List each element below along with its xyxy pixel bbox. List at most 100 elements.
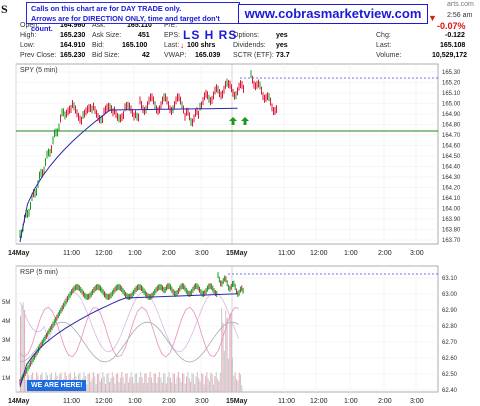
volume-bar (226, 317, 228, 392)
volume-bar (223, 350, 225, 392)
field-options: Options: (233, 32, 260, 39)
volume-bar (132, 377, 134, 392)
volume-bar (136, 373, 138, 392)
volume-bar (171, 382, 173, 392)
volume-bar (125, 373, 127, 392)
y-tick-label: 164.90 (442, 112, 461, 118)
volume-bar (140, 372, 142, 392)
volume-tick-label: 4M (2, 319, 10, 325)
field-options-value: yes (276, 32, 288, 39)
y-tick-label: 62.40 (442, 388, 458, 394)
volume-bar (215, 372, 217, 392)
volume-bar (138, 377, 140, 392)
volume-bar (188, 378, 190, 392)
volume-bar (122, 376, 124, 392)
x-tick-label: 1:00 (128, 398, 142, 405)
volume-bar (150, 377, 152, 392)
field-vwap: VWAP: (164, 52, 187, 59)
site-banner[interactable]: www.cobrasmarketview.com (238, 4, 428, 24)
y-tick-label: 164.10 (442, 196, 461, 202)
spy-price-chart: 165.30 165.20 165.10 165.00 164.90 164.80 164.… (8, 63, 461, 257)
volume-bar (198, 378, 200, 392)
volume-bar (110, 377, 112, 392)
volume-bar (113, 376, 115, 392)
field-ask-size: Ask Size: (92, 32, 122, 39)
volume-bar (202, 374, 204, 392)
rsp-indicator-line (19, 306, 239, 358)
volume-tick-label: 3M (2, 338, 10, 344)
volume-bar (111, 372, 113, 392)
field-eps: EPS: (164, 32, 180, 39)
price-plot-frame (15, 63, 439, 245)
volume-bar (107, 373, 109, 392)
change-percent: -0.07% (437, 21, 466, 31)
volume-bar (119, 377, 121, 392)
volume-bar (133, 383, 135, 392)
y-tick-label: 163.80 (442, 228, 461, 234)
volume-bar (172, 373, 174, 392)
y-tick-label: 164.20 (442, 186, 461, 192)
field-last-shrs-value: 100 shrs (187, 42, 216, 49)
x-tick-label: 12:00 (310, 250, 328, 257)
volume-bar (25, 379, 27, 392)
down-triangle-icon: ▼ (428, 13, 437, 23)
y-tick-label: 163.70 (442, 238, 461, 244)
volume-bar (87, 374, 89, 392)
volume-bar (229, 313, 231, 392)
volume-bar (165, 383, 167, 392)
volume-bar (207, 378, 209, 392)
x-tick-label: 3:00 (195, 398, 209, 405)
y-tick-label: 165.10 (442, 91, 461, 97)
volume-bar (128, 382, 129, 392)
field-low: Low: (20, 42, 35, 49)
volume-bar (160, 377, 162, 392)
volume-bar (88, 372, 90, 392)
volume-bar (199, 381, 201, 392)
field-last-value: 165.108 (440, 42, 466, 49)
volume-bar (177, 372, 179, 392)
price-grid (15, 64, 438, 244)
volume-bar (94, 376, 96, 392)
volume-bar (95, 384, 97, 392)
volume-bar (91, 378, 93, 392)
volume-bar (103, 376, 105, 392)
volume-bar (204, 376, 206, 392)
field-ask-size-value: 451 (138, 32, 150, 39)
volume-bar (152, 382, 154, 392)
volume-bar (240, 374, 242, 392)
volume-bar (238, 372, 240, 392)
volume-bar (190, 381, 192, 392)
field-ask-value: 165.110 (127, 22, 152, 29)
volume-bar (200, 372, 202, 392)
field-sctr-value: 73.7 (276, 52, 290, 59)
volume-tick-label: 1M (2, 376, 10, 382)
volume-bar (167, 376, 169, 392)
volume-bar (141, 377, 143, 392)
volume-bar (184, 383, 186, 392)
volume-bar (161, 382, 163, 392)
volume-bar (206, 372, 208, 392)
volume-bar (153, 373, 155, 392)
volume-bar (180, 382, 182, 392)
field-low-value: 164.910 (60, 42, 86, 49)
volume-bar (195, 376, 197, 392)
field-vwap-value: 165.039 (195, 52, 221, 59)
we-are-here-badge: WE ARE HERE! (27, 380, 87, 391)
volume-bar (129, 377, 131, 392)
price-y-axis: 165.30 165.20 165.10 165.00 164.90 164.80 164.… (442, 70, 461, 244)
volume-bar (149, 372, 151, 392)
x-tick-label: 1:00 (344, 398, 358, 405)
rsp-x-axis: 14May 11:00 12:00 1:00 2:00 3:00 15May 11:00 12:… (8, 398, 424, 405)
volume-bar (237, 380, 239, 392)
volume-bar (142, 382, 144, 392)
x-tick-label: 14May (8, 398, 30, 405)
volume-bar (123, 383, 125, 392)
y-tick-label: 164.00 (442, 207, 461, 213)
field-high: High: (20, 32, 37, 39)
up-arrow-icon (229, 117, 237, 125)
volume-bar (157, 377, 159, 392)
y-tick-label: 165.20 (442, 81, 461, 87)
volume-bar (233, 375, 235, 392)
y-tick-label: 62.60 (442, 356, 458, 362)
x-tick-label: 11:00 (278, 250, 295, 257)
